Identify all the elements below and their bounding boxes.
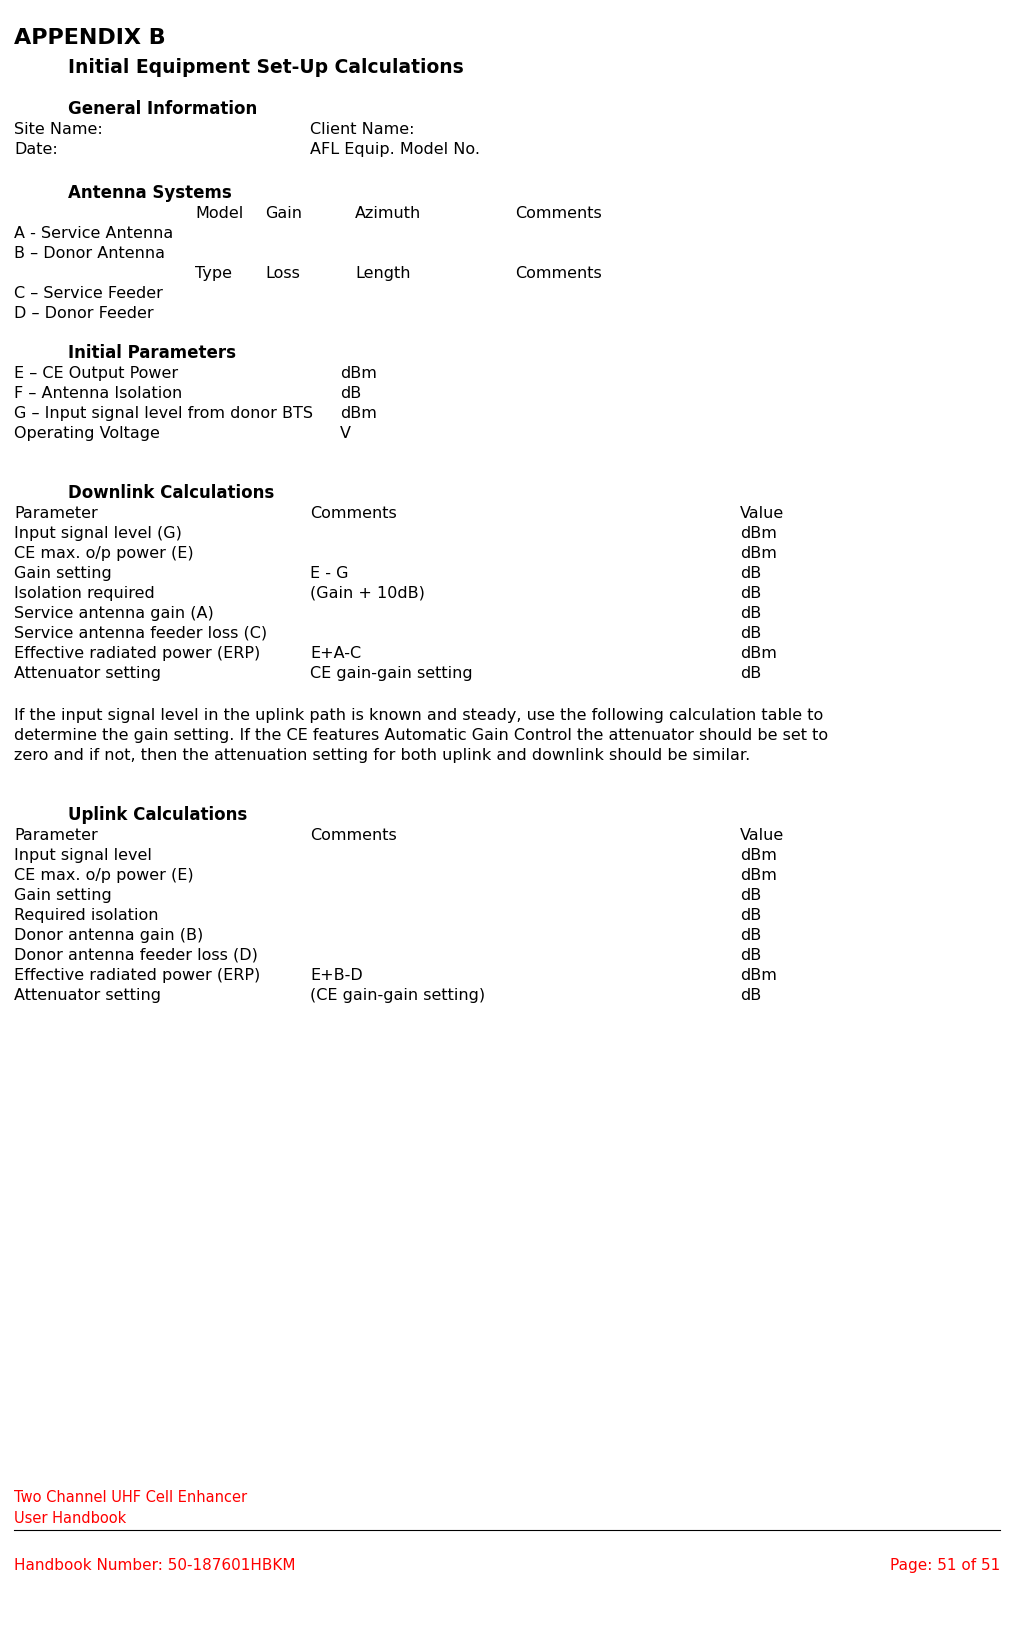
Text: dBm: dBm bbox=[740, 848, 777, 863]
Text: dB: dB bbox=[740, 888, 762, 903]
Text: Initial Parameters: Initial Parameters bbox=[68, 344, 236, 362]
Text: D – Donor Feeder: D – Donor Feeder bbox=[14, 306, 154, 321]
Text: Value: Value bbox=[740, 827, 784, 844]
Text: Service antenna feeder loss (C): Service antenna feeder loss (C) bbox=[14, 626, 267, 640]
Text: Site Name:: Site Name: bbox=[14, 121, 102, 138]
Text: dB: dB bbox=[740, 988, 762, 1002]
Text: dBm: dBm bbox=[740, 545, 777, 560]
Text: Loss: Loss bbox=[265, 265, 300, 282]
Text: dBm: dBm bbox=[340, 406, 377, 421]
Text: Effective radiated power (ERP): Effective radiated power (ERP) bbox=[14, 968, 261, 983]
Text: CE max. o/p power (E): CE max. o/p power (E) bbox=[14, 545, 194, 560]
Text: If the input signal level in the uplink path is known and steady, use the follow: If the input signal level in the uplink … bbox=[14, 708, 823, 722]
Text: dB: dB bbox=[740, 626, 762, 640]
Text: Antenna Systems: Antenna Systems bbox=[68, 183, 232, 201]
Text: Two Channel UHF Cell Enhancer: Two Channel UHF Cell Enhancer bbox=[14, 1491, 247, 1505]
Text: Donor antenna gain (B): Donor antenna gain (B) bbox=[14, 929, 203, 943]
Text: Service antenna gain (A): Service antenna gain (A) bbox=[14, 606, 214, 621]
Text: Client Name:: Client Name: bbox=[310, 121, 415, 138]
Text: CE gain-gain setting: CE gain-gain setting bbox=[310, 667, 473, 681]
Text: Required isolation: Required isolation bbox=[14, 907, 158, 922]
Text: G – Input signal level from donor BTS: G – Input signal level from donor BTS bbox=[14, 406, 313, 421]
Text: Date:: Date: bbox=[14, 143, 58, 157]
Text: determine the gain setting. If the CE features Automatic Gain Control the attenu: determine the gain setting. If the CE fe… bbox=[14, 727, 828, 744]
Text: E+B-D: E+B-D bbox=[310, 968, 363, 983]
Text: Type: Type bbox=[195, 265, 232, 282]
Text: dB: dB bbox=[740, 667, 762, 681]
Text: Initial Equipment Set-Up Calculations: Initial Equipment Set-Up Calculations bbox=[68, 57, 463, 77]
Text: dBm: dBm bbox=[740, 868, 777, 883]
Text: C – Service Feeder: C – Service Feeder bbox=[14, 287, 163, 301]
Text: dB: dB bbox=[740, 586, 762, 601]
Text: F – Antenna Isolation: F – Antenna Isolation bbox=[14, 387, 183, 401]
Text: User Handbook: User Handbook bbox=[14, 1510, 127, 1527]
Text: Azimuth: Azimuth bbox=[355, 206, 421, 221]
Text: Comments: Comments bbox=[310, 506, 396, 521]
Text: dBm: dBm bbox=[740, 968, 777, 983]
Text: Model: Model bbox=[195, 206, 243, 221]
Text: Length: Length bbox=[355, 265, 411, 282]
Text: Input signal level (G): Input signal level (G) bbox=[14, 526, 182, 541]
Text: dB: dB bbox=[740, 929, 762, 943]
Text: dB: dB bbox=[740, 948, 762, 963]
Text: dB: dB bbox=[340, 387, 361, 401]
Text: (Gain + 10dB): (Gain + 10dB) bbox=[310, 586, 425, 601]
Text: V: V bbox=[340, 426, 351, 441]
Text: Donor antenna feeder loss (D): Donor antenna feeder loss (D) bbox=[14, 948, 258, 963]
Text: Downlink Calculations: Downlink Calculations bbox=[68, 483, 274, 501]
Text: Operating Voltage: Operating Voltage bbox=[14, 426, 160, 441]
Text: B – Donor Antenna: B – Donor Antenna bbox=[14, 246, 165, 260]
Text: A - Service Antenna: A - Service Antenna bbox=[14, 226, 173, 241]
Text: AFL Equip. Model No.: AFL Equip. Model No. bbox=[310, 143, 480, 157]
Text: Comments: Comments bbox=[515, 265, 601, 282]
Text: Value: Value bbox=[740, 506, 784, 521]
Text: Handbook Number: 50-187601HBKM: Handbook Number: 50-187601HBKM bbox=[14, 1558, 295, 1572]
Text: CE max. o/p power (E): CE max. o/p power (E) bbox=[14, 868, 194, 883]
Text: Parameter: Parameter bbox=[14, 506, 97, 521]
Text: E+A-C: E+A-C bbox=[310, 645, 361, 662]
Text: dBm: dBm bbox=[740, 645, 777, 662]
Text: zero and if not, then the attenuation setting for both uplink and downlink shoul: zero and if not, then the attenuation se… bbox=[14, 749, 750, 763]
Text: Page: 51 of 51: Page: 51 of 51 bbox=[889, 1558, 1000, 1572]
Text: Comments: Comments bbox=[515, 206, 601, 221]
Text: APPENDIX B: APPENDIX B bbox=[14, 28, 165, 48]
Text: dBm: dBm bbox=[740, 526, 777, 541]
Text: Effective radiated power (ERP): Effective radiated power (ERP) bbox=[14, 645, 261, 662]
Text: Uplink Calculations: Uplink Calculations bbox=[68, 806, 247, 824]
Text: dB: dB bbox=[740, 907, 762, 922]
Text: Gain setting: Gain setting bbox=[14, 888, 112, 903]
Text: E - G: E - G bbox=[310, 567, 349, 581]
Text: E – CE Output Power: E – CE Output Power bbox=[14, 365, 178, 382]
Text: Attenuator setting: Attenuator setting bbox=[14, 667, 161, 681]
Text: (CE gain-gain setting): (CE gain-gain setting) bbox=[310, 988, 485, 1002]
Text: Isolation required: Isolation required bbox=[14, 586, 155, 601]
Text: dB: dB bbox=[740, 606, 762, 621]
Text: Parameter: Parameter bbox=[14, 827, 97, 844]
Text: Attenuator setting: Attenuator setting bbox=[14, 988, 161, 1002]
Text: Gain setting: Gain setting bbox=[14, 567, 112, 581]
Text: dB: dB bbox=[740, 567, 762, 581]
Text: dBm: dBm bbox=[340, 365, 377, 382]
Text: Gain: Gain bbox=[265, 206, 302, 221]
Text: Comments: Comments bbox=[310, 827, 396, 844]
Text: Input signal level: Input signal level bbox=[14, 848, 152, 863]
Text: General Information: General Information bbox=[68, 100, 258, 118]
